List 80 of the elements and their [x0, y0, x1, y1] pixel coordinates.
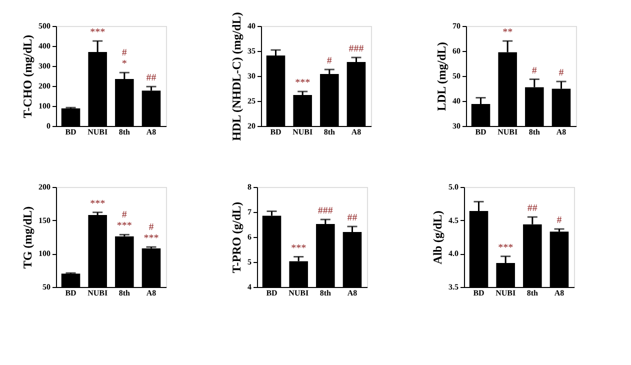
y-tick-label: 25 — [248, 96, 256, 106]
annotation: *** — [116, 220, 132, 232]
annotation: * — [122, 58, 127, 70]
x-tick-label: NUBI — [88, 128, 108, 136]
y-tick-label: 40 — [248, 22, 256, 30]
y-tick-label: 35 — [248, 46, 256, 56]
x-tick-label: NUBI — [88, 288, 108, 298]
x-tick-label: A8 — [554, 288, 564, 298]
y-tick-label: 400 — [38, 42, 50, 50]
y-tick-label: 70 — [452, 22, 460, 30]
annotation: *** — [498, 242, 514, 254]
y-tick-label: 20 — [248, 122, 256, 130]
y-tick-label: 150 — [38, 216, 50, 225]
x-tick-label: BD — [266, 288, 278, 298]
annotation: *** — [144, 233, 159, 244]
y-axis-title: Alb (g/dL) — [430, 210, 444, 264]
annotation: *** — [90, 27, 106, 38]
y-tick-label: 0 — [46, 122, 50, 130]
y-axis-title: HDL (NHDL-C) (mg/dL) — [230, 12, 244, 141]
annotation: # — [558, 68, 564, 78]
y-tick-label: 30 — [248, 72, 256, 80]
y-tick-label: 500 — [38, 22, 50, 30]
y-tick-label: 3.5 — [448, 282, 458, 292]
annotation: # — [326, 56, 332, 66]
x-tick-label: A8 — [351, 128, 362, 136]
annotation: # — [148, 222, 154, 233]
x-tick-label: NUBI — [498, 128, 518, 136]
y-tick-label: 4 — [248, 282, 252, 292]
x-tick-label: BD — [475, 128, 487, 136]
x-tick-label: A8 — [146, 288, 156, 298]
y-axis-title: TG (mg/dL) — [20, 206, 34, 269]
annotation: ** — [502, 27, 513, 38]
y-axis-title: LDL (mg/dL) — [434, 42, 448, 112]
y-tick-label: 5.0 — [448, 182, 458, 192]
annotation: # — [556, 215, 562, 226]
annotation: ## — [347, 212, 358, 224]
y-tick-label: 30 — [452, 122, 460, 130]
x-tick-label: A8 — [556, 128, 566, 136]
y-axis-title: T-PRO (g/dL) — [230, 202, 244, 274]
y-tick-label: 50 — [42, 282, 50, 292]
annotation: ## — [146, 72, 156, 84]
y-tick-label: 5 — [248, 258, 252, 266]
y-tick-label: 200 — [38, 82, 50, 90]
x-tick-label: NUBI — [288, 288, 309, 298]
x-tick-label: NUBI — [292, 128, 313, 136]
y-tick-label: 100 — [38, 102, 50, 110]
y-tick-label: 300 — [38, 62, 50, 70]
x-tick-label: 8th — [528, 128, 541, 136]
annotation: *** — [90, 198, 106, 210]
annotation: ### — [348, 44, 364, 54]
annotation: # — [122, 210, 127, 221]
annotation: ### — [318, 206, 333, 216]
x-tick-label: 8th — [526, 288, 539, 298]
y-tick-label: 100 — [38, 249, 50, 258]
x-tick-label: A8 — [146, 128, 156, 136]
y-tick-label: 60 — [452, 46, 460, 56]
y-tick-label: 200 — [38, 182, 50, 192]
y-tick-label: 8 — [248, 182, 252, 192]
y-tick-label: 6 — [248, 232, 252, 242]
x-tick-label: 8th — [320, 288, 332, 298]
annotation: # — [122, 48, 127, 59]
x-tick-label: BD — [270, 128, 282, 136]
y-axis-title: T-CHO (mg/dL) — [20, 34, 34, 118]
y-tick-label: 7 — [248, 208, 252, 216]
y-tick-label: 4.0 — [448, 249, 458, 258]
x-tick-label: BD — [65, 288, 77, 298]
annotation: *** — [291, 242, 306, 254]
x-tick-label: 8th — [324, 128, 336, 136]
annotation: # — [532, 65, 537, 76]
annotation: *** — [295, 78, 310, 88]
x-tick-label: BD — [65, 128, 77, 136]
annotation: ## — [527, 203, 538, 214]
x-tick-label: 8th — [118, 128, 131, 136]
x-tick-label: NUBI — [496, 288, 516, 298]
x-tick-label: A8 — [347, 288, 358, 298]
y-tick-label: 4.5 — [448, 216, 458, 225]
x-tick-label: 8th — [118, 288, 131, 298]
y-tick-label: 50 — [452, 72, 460, 80]
x-tick-label: BD — [473, 288, 485, 298]
y-tick-label: 40 — [452, 96, 460, 106]
